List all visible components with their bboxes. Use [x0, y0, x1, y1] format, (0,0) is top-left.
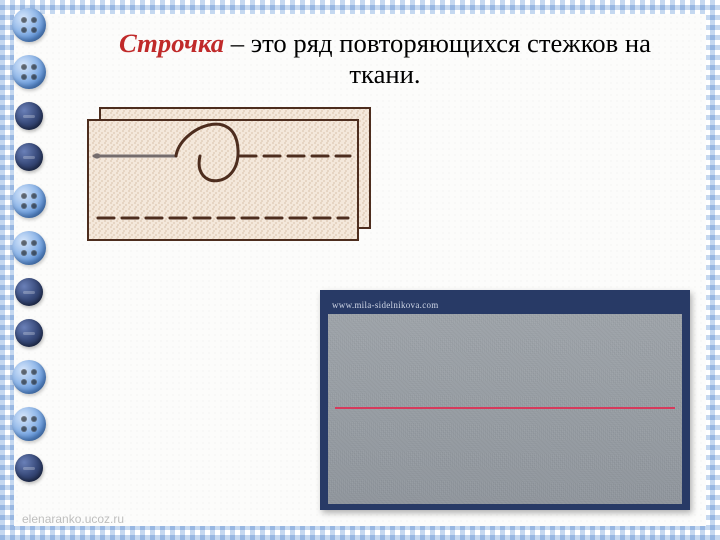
navy-button-icon [15, 143, 43, 171]
title-separator: – [224, 28, 251, 58]
navy-button-icon [15, 454, 43, 482]
navy-button-icon [15, 319, 43, 347]
decorative-button-strip [8, 8, 50, 532]
watermark: elenaranko.ucoz.ru [22, 512, 124, 526]
stitch-thread-line [335, 407, 675, 409]
blue-button-icon [12, 360, 46, 394]
blue-button-icon [12, 55, 46, 89]
blue-button-icon [12, 8, 46, 42]
navy-button-icon [15, 278, 43, 306]
blue-button-icon [12, 231, 46, 265]
photo-url: www.mila-sidelnikova.com [328, 298, 682, 314]
navy-button-icon [15, 102, 43, 130]
fabric-photo: www.mila-sidelnikova.com [320, 290, 690, 510]
blue-button-icon [12, 184, 46, 218]
blue-button-icon [12, 407, 46, 441]
slide-title: Строчка – это ряд повторяющихся стежков … [90, 28, 680, 90]
fabric-texture [328, 314, 682, 504]
stitch-diagram [80, 100, 380, 260]
title-definition: это ряд повторяющихся стежков на ткани. [251, 28, 651, 89]
term-strochka: Строчка [119, 28, 224, 58]
